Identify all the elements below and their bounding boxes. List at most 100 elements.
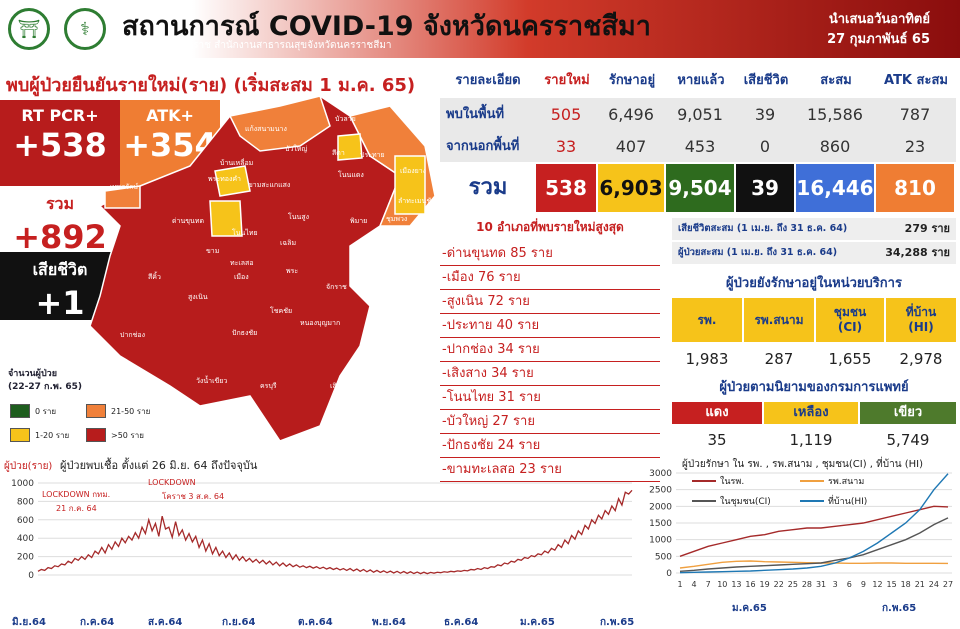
map-district-label: จักราช	[326, 283, 347, 291]
chart2-xtick: 24	[929, 580, 939, 589]
summary-table-header: รายละเอียด รายใหม่ รักษาอยู่ หายแล้ว เสียชีว…	[440, 68, 956, 94]
table-cell: 6,903	[598, 164, 664, 212]
service-value-cell: 1,983	[685, 350, 729, 368]
map-district-label: เสิงสาง	[330, 382, 352, 390]
top10-item: -ขามทะเลสอ 23 ราย	[440, 458, 660, 482]
chart2-series-line	[679, 473, 949, 574]
chart2-xtick: 25	[788, 580, 798, 589]
map-district-label: บัวใหญ่	[285, 145, 308, 153]
map-district-label: บัวลาย	[335, 115, 356, 123]
table-row: พบในพื้นที่ 505 6,496 9,051 39 15,586 787	[440, 98, 956, 132]
chart2-ytick: 2500	[649, 486, 672, 496]
chart2-series-line	[679, 505, 949, 557]
map-district-label: ปากช่อง	[120, 331, 145, 339]
chart2-xtick: 12	[872, 580, 882, 589]
chart2-xtick: 7	[706, 580, 711, 589]
table-row-label: จากนอกพื้นที่	[446, 139, 520, 154]
top10-item: -ปากช่อง 34 ราย	[440, 338, 660, 362]
chart2-xtick: 28	[802, 580, 812, 589]
chart2-xtick: 22	[774, 580, 784, 589]
map-district-label: แก้งสนามนาง	[245, 125, 287, 133]
legend-item: 0 ราย	[10, 404, 56, 418]
map-district-label: ครบุรี	[260, 382, 277, 390]
dms-value-cell: 5,749	[886, 431, 930, 449]
service-value-cell: 1,655	[828, 350, 872, 368]
legend-item: >50 ราย	[86, 428, 144, 442]
table-header-cell: รักษาอยู่	[608, 73, 656, 88]
top10-item: -สูงเนิน 72 ราย	[440, 290, 660, 314]
chart2-title: ผู้ป่วยรักษา ใน รพ. , รพ.สนาม , ชุมชน(CI…	[682, 456, 923, 470]
chart2-ytick: 500	[655, 552, 672, 562]
table-cell: 16,446	[796, 164, 874, 212]
map-legend-title: จำนวนผู้ป่วย (22-27 ก.พ. 65)	[8, 369, 83, 392]
chart1-annotation: LOCKDOWN กทม.	[42, 490, 110, 499]
map-district-label: หนองบุญมาก	[300, 319, 341, 327]
report-day: นำเสนอวันอาทิตย์	[828, 12, 930, 27]
table-header-cell: รายใหม่	[544, 73, 590, 88]
service-value-cell: 287	[764, 350, 794, 368]
page-title: สถานการณ์ COVID-19 จังหวัดนครราชสีมา	[122, 11, 651, 42]
total-label: รวม	[45, 194, 75, 213]
legend-item: 21-50 ราย	[86, 404, 150, 418]
table-cell: 787	[899, 105, 931, 124]
top10-item: -ปักธงชัย 24 ราย	[440, 434, 660, 458]
chart2-legend-label: ที่บ้าน(HI)	[828, 494, 867, 507]
map-district-label: วังน้ำเขียว	[196, 377, 228, 385]
chart2-month-label: ม.ค.65	[732, 603, 767, 614]
map-district-label: สูงเนิน	[188, 293, 208, 301]
map-district-label: เฉลิม	[280, 239, 297, 247]
pcr-box: RT PCR+ +538	[0, 100, 120, 186]
chart2-xtick: 31	[816, 580, 826, 589]
service-header-cell: ที่บ้าน (HI)	[886, 298, 956, 342]
dms-title: ผู้ป่วยตามนิยามของกรมการแพทย์	[719, 380, 909, 395]
legend-item: 1-20 ราย	[10, 428, 69, 442]
map-region-north	[228, 96, 331, 152]
chart1-ytick: 800	[17, 497, 34, 507]
pcr-value: +538	[13, 126, 107, 164]
table-row: จากนอกพื้นที่ 33 407 453 0 860 23	[440, 132, 956, 162]
map-district-label: พระ	[286, 267, 299, 275]
province-map	[89, 96, 435, 441]
table-cell: 9,504	[666, 164, 734, 212]
map-region-yellow-3	[394, 155, 426, 215]
chart1-ylabel: ผู้ป่วย(ราย)	[4, 460, 52, 472]
chart1-month-label: ก.ย.64	[222, 617, 255, 628]
map-district-label: ทะเลสอ	[230, 259, 254, 267]
map-district-label: โชคชัย	[270, 307, 293, 315]
dms-value-cell: 1,119	[789, 431, 833, 449]
table-row-label: พบในพื้นที่	[446, 107, 505, 122]
chart2-xtick: 19	[760, 580, 770, 589]
legend-swatch	[86, 428, 106, 442]
map-region-orange-west	[104, 185, 141, 209]
table-cell: 407	[615, 137, 647, 156]
chart1-annotation: LOCKDOWN	[148, 478, 196, 487]
chart1-month-label: ม.ค.65	[520, 617, 555, 628]
legend-swatch	[10, 428, 30, 442]
total-box: รวม +892	[0, 186, 120, 256]
new-cases-heading: พบผู้ป่วยยืนยันรายใหม่(ราย) (เริ่มสะสม 1…	[6, 75, 416, 96]
chart2-xtick: 10	[717, 580, 727, 589]
chart2-xtick: 13	[731, 580, 741, 589]
chart2-ytick: 0	[666, 569, 672, 579]
top10-item: -ประทาย 40 ราย	[440, 314, 660, 338]
chart1-ytick: 400	[17, 534, 34, 544]
chart2-xtick: 27	[943, 580, 953, 589]
table-row-label: รวม	[468, 175, 508, 200]
legend-swatch	[10, 404, 30, 418]
map-district-label: เมือง	[234, 273, 249, 281]
chart1-month-label: ต.ค.64	[298, 617, 333, 628]
pcr-label: RT PCR+	[21, 106, 99, 125]
chart2-xtick: 18	[901, 580, 911, 589]
service-header-cell: รพ.	[672, 298, 742, 342]
chart1-month-label: ส.ค.64	[148, 617, 182, 628]
map-district-label: พระทองคำ	[208, 175, 241, 183]
report-date: 27 กุมภาพันธ์ 65	[827, 32, 930, 47]
cumulative-cases-value: 34,288 ราย	[885, 246, 950, 259]
service-value-cell: 2,978	[899, 350, 943, 368]
map-district-labels: แก้งสนามนาง บัวลาย บ้านเหลื่อม บัวใหญ่ สีดาป…	[80, 96, 435, 441]
top10-item: -เสิงสาง 34 ราย	[440, 362, 660, 386]
chart2-xtick: 3	[833, 580, 838, 589]
map-district-label: สีคิ้ว	[148, 273, 161, 281]
map-district-label: ลำทะเมนชัย	[398, 197, 436, 205]
death-box: เสียชีวิต +1	[0, 252, 120, 322]
